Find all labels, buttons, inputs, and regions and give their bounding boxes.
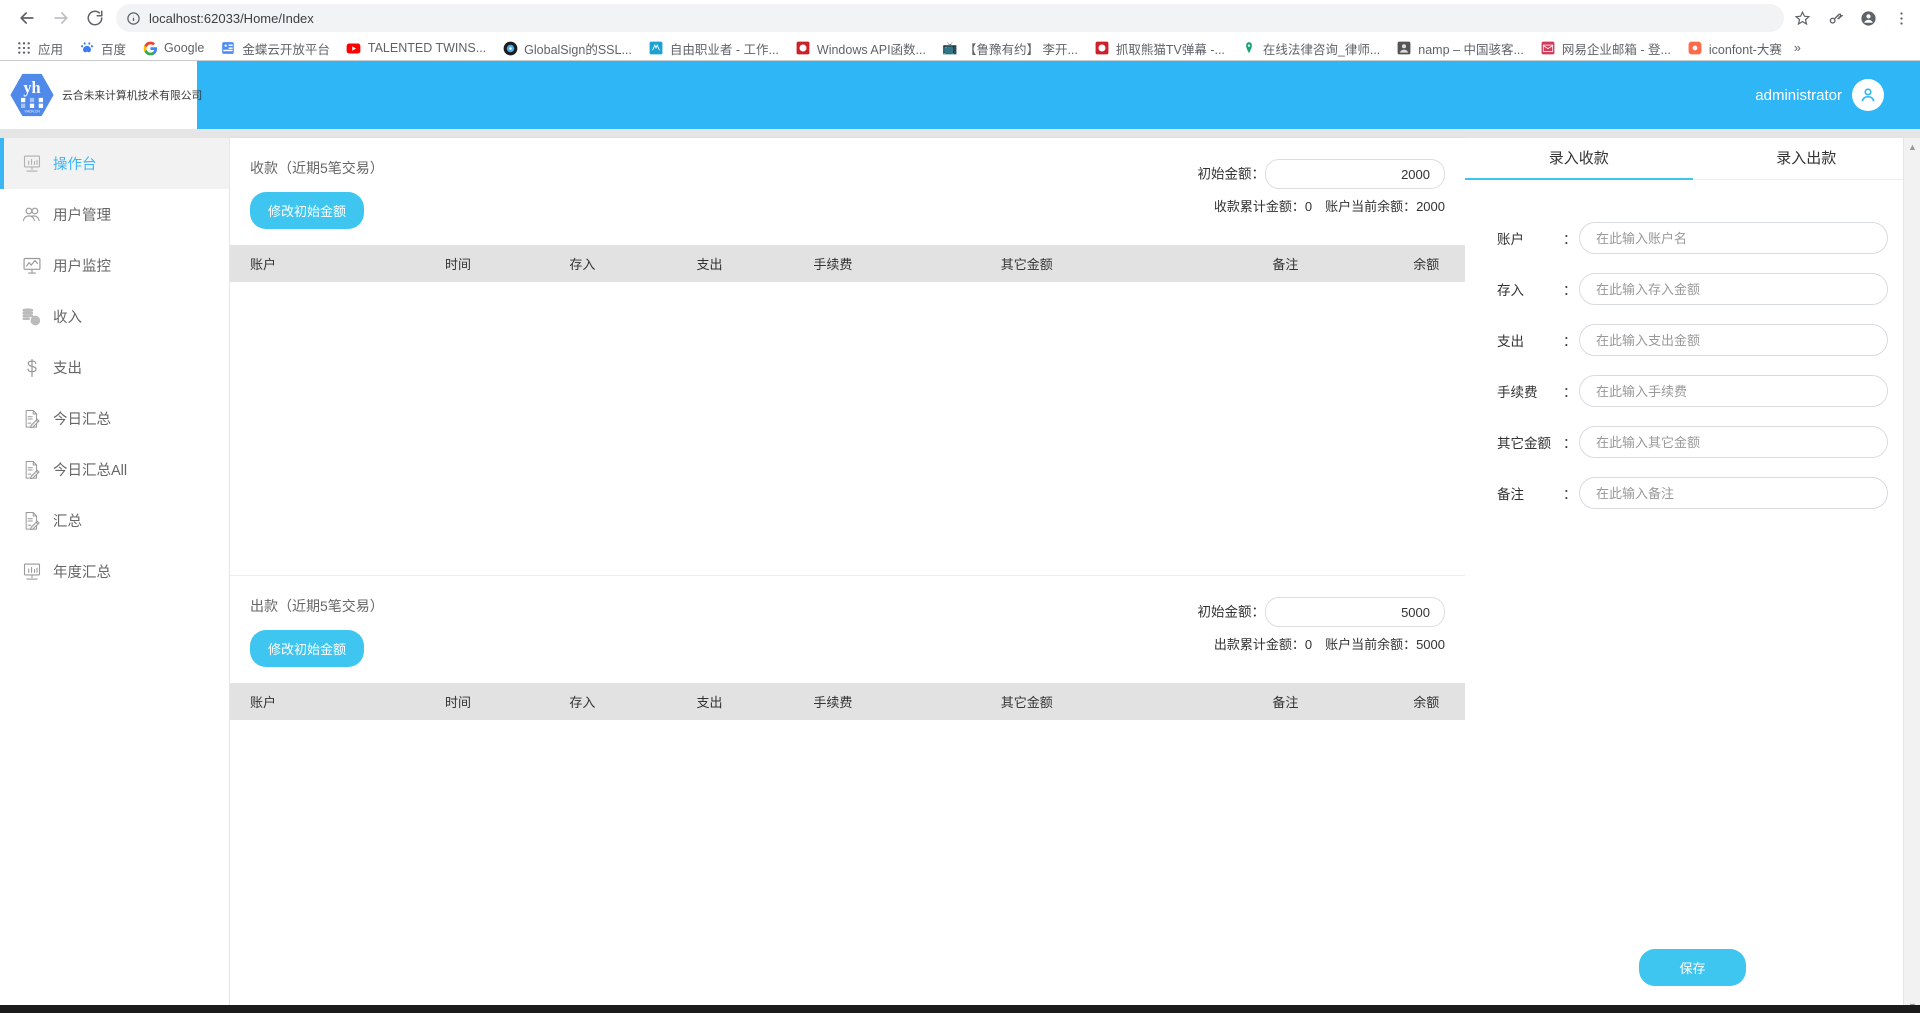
svg-text:YHCN.CN: YHCN.CN — [24, 109, 40, 113]
svg-text:yh: yh — [23, 78, 40, 97]
